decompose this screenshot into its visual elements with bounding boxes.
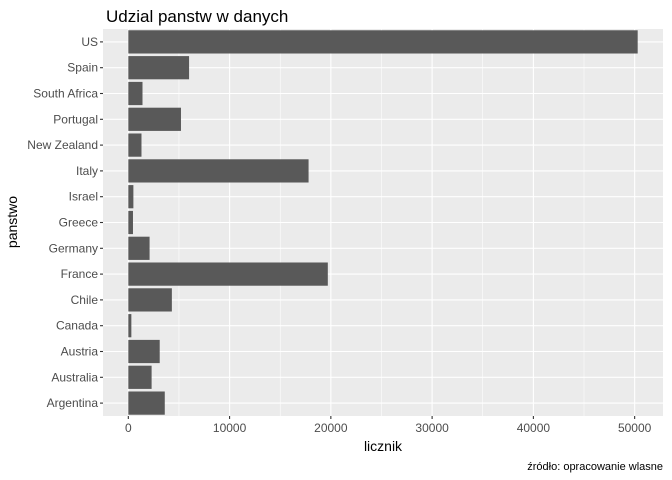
bar — [128, 185, 134, 209]
y-tick-label: Australia — [51, 370, 98, 384]
x-tick-label: 10000 — [213, 421, 247, 435]
y-axis-title: panstwo — [4, 196, 20, 248]
bar — [128, 133, 142, 157]
bar — [128, 81, 143, 106]
major-gridlines — [103, 29, 663, 416]
bar — [128, 262, 328, 286]
x-tick-label: 20000 — [314, 421, 348, 435]
bar — [128, 314, 132, 338]
bar — [128, 236, 150, 260]
bar — [128, 210, 133, 235]
x-axis: 0 10000 20000 30000 40000 50000 — [125, 416, 652, 435]
y-tick-label: US — [81, 35, 98, 49]
bar — [128, 391, 165, 415]
y-tick-label: Israel — [69, 190, 98, 204]
y-tick-label: Italy — [76, 164, 98, 178]
bar — [128, 159, 309, 183]
caption: źródło: opracowanie wlasne — [527, 461, 663, 473]
bars — [128, 30, 638, 415]
y-tick-label: Greece — [59, 216, 99, 230]
bar — [128, 288, 172, 312]
bar — [128, 56, 190, 80]
y-tick-label: France — [61, 267, 99, 281]
y-tick-label: South Africa — [33, 87, 98, 101]
y-tick-label: Canada — [56, 319, 98, 333]
y-tick-label: New Zealand — [27, 138, 98, 152]
bar — [128, 30, 638, 54]
x-tick-label: 30000 — [415, 421, 449, 435]
chart-title: Udzial panstw w danych — [106, 7, 288, 26]
y-tick-label: Austria — [61, 345, 99, 359]
y-axis: US Spain South Africa Portugal New Zealand It… — [27, 35, 103, 410]
y-tick-label: Argentina — [47, 396, 99, 410]
x-tick-label: 40000 — [517, 421, 551, 435]
y-tick-label: Portugal — [53, 112, 98, 126]
y-tick-label: Chile — [71, 293, 99, 307]
y-tick-label: Spain — [67, 61, 98, 75]
x-tick-label: 0 — [125, 421, 132, 435]
bar — [128, 107, 181, 131]
x-tick-label: 50000 — [618, 421, 652, 435]
bar — [128, 365, 152, 389]
bar — [128, 339, 160, 364]
x-axis-title: licznik — [364, 438, 403, 454]
y-tick-label: Germany — [49, 241, 98, 255]
